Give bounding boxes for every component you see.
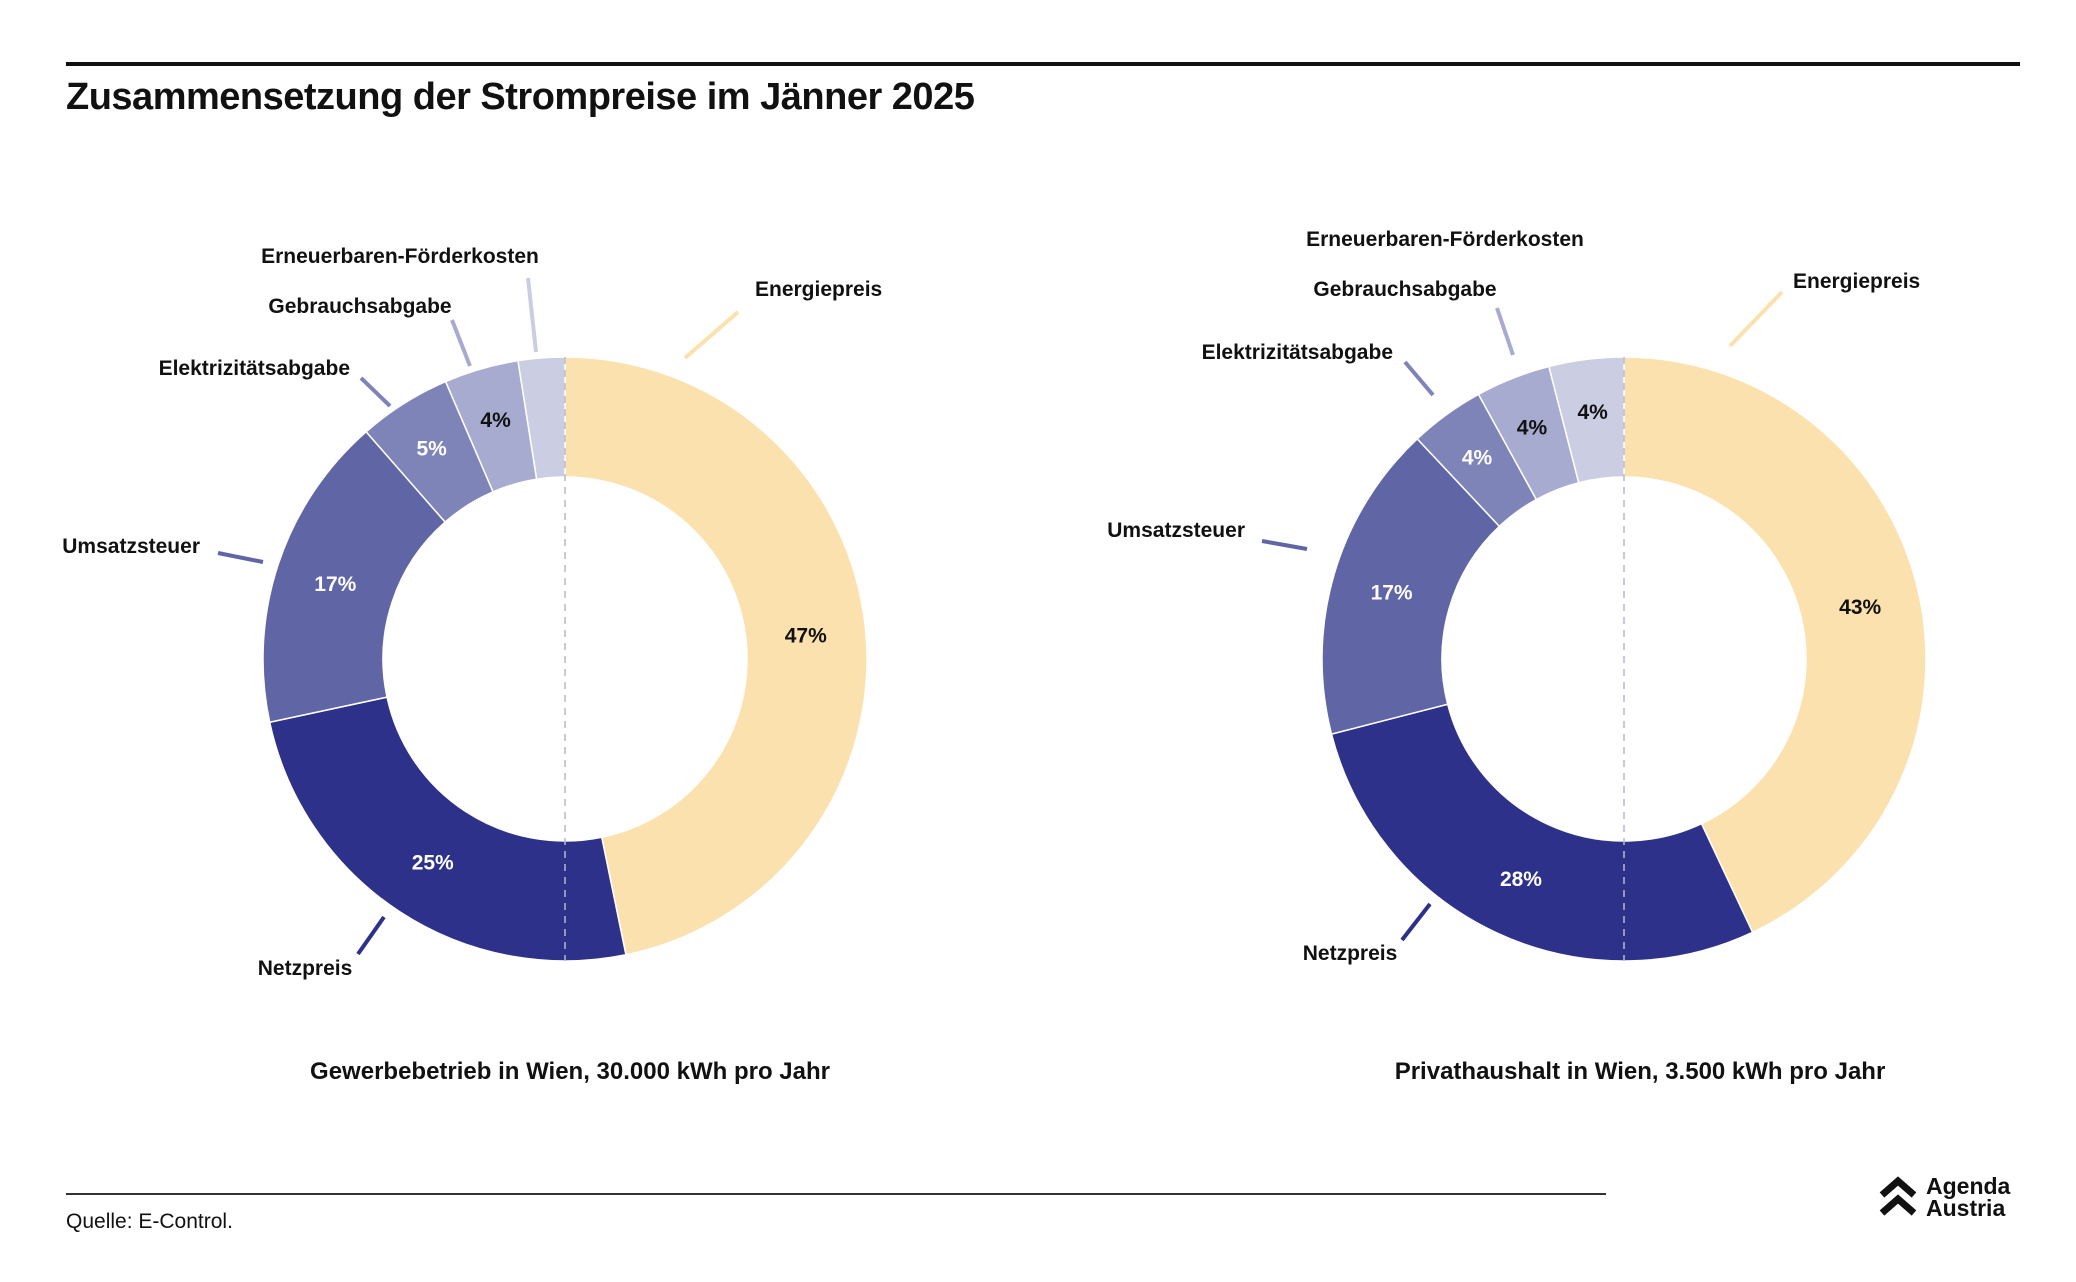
chevrons-up-icon <box>1879 1176 1917 1216</box>
data-label: 5% <box>416 438 447 461</box>
category-label: Erneuerbaren-Förderkosten <box>261 245 539 268</box>
slice-energiepreis <box>564 356 868 956</box>
category-label: Umsatzsteuer <box>1107 519 1245 542</box>
data-label: 25% <box>412 852 454 875</box>
category-label: Elektrizitätsabgabe <box>1202 341 1393 364</box>
category-label: Gebrauchsabgabe <box>268 295 451 318</box>
slice-netzpreis <box>1330 703 1754 962</box>
callout-line <box>1403 360 1435 397</box>
category-label: Gebrauchsabgabe <box>1313 278 1496 301</box>
category-label: Erneuerbaren-Förderkosten <box>1306 228 1584 251</box>
data-label: 28% <box>1500 868 1542 891</box>
category-label: Elektrizitätsabgabe <box>159 357 350 380</box>
callout-line <box>1261 539 1308 551</box>
right-chart-subtitle: Privathaushalt in Wien, 3.500 kWh pro Ja… <box>1394 1058 1886 1085</box>
chart-title: Zusammensetzung der Strompreise im Jänne… <box>66 76 975 118</box>
slice-umsatzsteuer <box>262 430 447 724</box>
category-label: Netzpreis <box>1303 942 1398 965</box>
agenda-austria-logo: Agenda Austria <box>1878 1173 2011 1221</box>
slice-netzpreis <box>268 696 627 962</box>
callout-line <box>217 551 264 564</box>
data-label: 4% <box>1517 417 1548 440</box>
callout-line <box>359 376 392 408</box>
callout-line <box>1495 307 1515 356</box>
slice-erneuerbaren-förderkosten <box>1547 356 1625 484</box>
data-label: 17% <box>314 573 356 596</box>
data-label: 4% <box>480 409 511 432</box>
left-chart-subtitle: Gewerbebetrieb in Wien, 30.000 kWh pro J… <box>310 1058 830 1085</box>
top-rule <box>66 62 2020 66</box>
logo-line-2: Austria <box>1926 1195 2006 1221</box>
data-label: 47% <box>785 624 827 647</box>
category-label: Energiepreis <box>755 278 882 301</box>
donut-chart-2: 43% Energiepreis 28% Netzpreis 17% Umsatzsteu… <box>1107 228 1927 965</box>
slice-energiepreis <box>1623 356 1927 934</box>
data-label: 43% <box>1839 596 1881 619</box>
slice-umsatzsteuer <box>1321 437 1501 736</box>
source-note: Quelle: E-Control. <box>66 1210 233 1233</box>
logo-line-1: Agenda <box>1926 1173 2011 1199</box>
callout-line <box>450 319 472 367</box>
category-label: Energiepreis <box>1793 270 1920 293</box>
callout-line <box>356 915 386 956</box>
callout-line <box>1400 902 1432 942</box>
category-label: Umsatzsteuer <box>62 535 200 558</box>
data-label: 4% <box>1462 447 1493 470</box>
callout-line <box>526 277 538 353</box>
category-label: Netzpreis <box>258 957 353 980</box>
callout-line <box>683 310 740 360</box>
data-label: 17% <box>1371 581 1413 604</box>
data-label: 4% <box>1577 401 1608 424</box>
callout-line <box>1728 290 1784 348</box>
footer-rule <box>66 1193 1606 1195</box>
donut-chart-1: 47% Energiepreis 25% Netzpreis 17% Umsatzsteu… <box>62 245 882 980</box>
